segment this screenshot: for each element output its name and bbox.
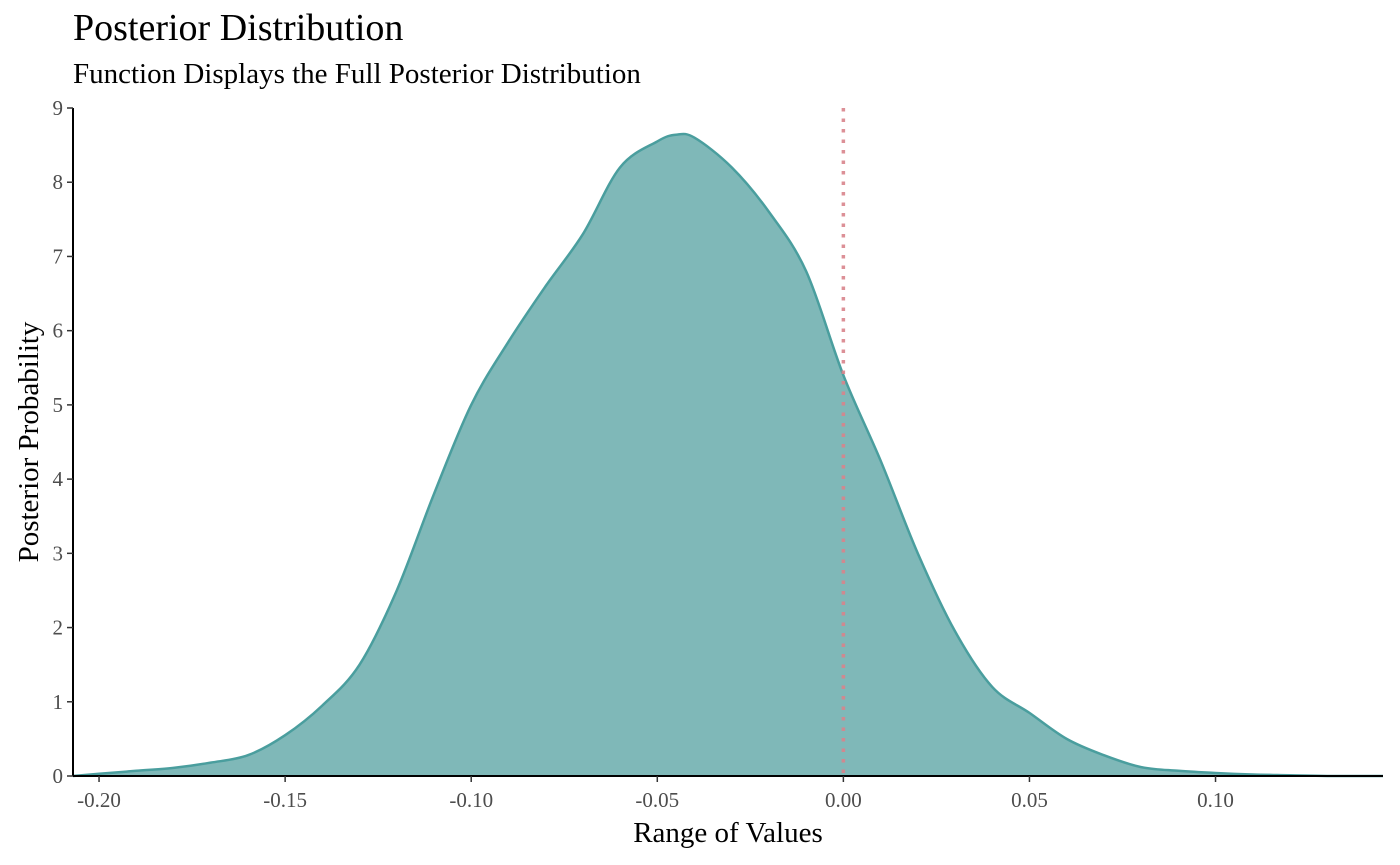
axes-layer: -0.20 -0.15 -0.10 -0.05 0.00 0.05 0.10 0 1 2 3 4 5 6 7…: [53, 96, 1383, 812]
x-axis-title: Range of Values: [633, 817, 823, 849]
density-layer: [72, 132, 1383, 778]
x-tick-label: 0.05: [1011, 788, 1048, 812]
y-tick-label: 2: [53, 616, 64, 640]
y-tick-label: 8: [53, 170, 64, 194]
x-tick-label: -0.20: [77, 788, 121, 812]
x-tick-label: -0.10: [449, 788, 493, 812]
y-tick-label: 0: [53, 764, 64, 788]
y-tick-label: 7: [53, 244, 64, 268]
y-tick-label: 3: [53, 541, 64, 565]
y-tick-label: 6: [53, 319, 64, 343]
x-tick-label: 0.00: [825, 788, 862, 812]
x-tick-label: -0.15: [263, 788, 307, 812]
y-axis-title: Posterior Probability: [13, 321, 45, 562]
density-area: [73, 133, 1383, 776]
y-tick-label: 4: [53, 467, 64, 491]
y-tick-label: 1: [53, 690, 64, 714]
chart-subtitle: Function Displays the Full Posterior Dis…: [73, 58, 641, 90]
x-tick-label: 0.10: [1197, 788, 1234, 812]
y-tick-label: 5: [53, 393, 64, 417]
chart-title: Posterior Distribution: [73, 7, 404, 49]
y-tick-label: 9: [53, 96, 64, 120]
x-tick-label: -0.05: [635, 788, 679, 812]
density-outline: [72, 132, 1383, 778]
